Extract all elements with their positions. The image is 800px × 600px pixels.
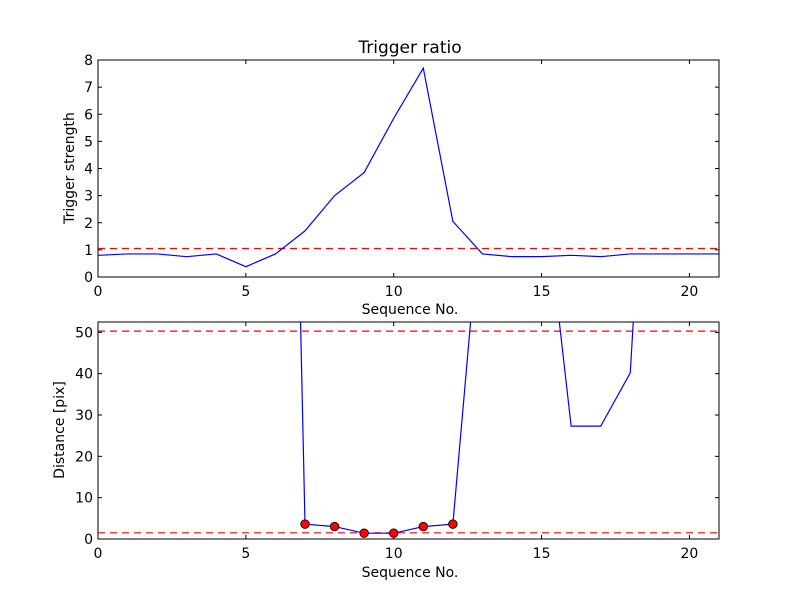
x-tick-label: 5	[241, 546, 250, 562]
x-axis-label: Sequence No.	[362, 565, 459, 581]
distance-chart: Sequence No. Distance [pix] 0 5 10 15 20 0 10 2…	[52, 321, 720, 581]
series-line	[558, 322, 634, 427]
x-tick-label: 15	[533, 284, 551, 300]
y-axis-label: Trigger strength	[62, 112, 78, 225]
x-tick-label: 5	[241, 284, 250, 300]
series-line	[98, 66, 719, 268]
data-point	[300, 519, 310, 529]
y-tick-label: 20	[75, 449, 93, 465]
y-tick-label: 0	[84, 532, 93, 548]
plot-area	[98, 322, 719, 538]
trigger-ratio-chart: Trigger ratio Sequence No. Trigger stren…	[62, 38, 720, 318]
y-tick-label: 5	[84, 134, 93, 150]
y-tick-label: 10	[75, 491, 93, 507]
data-point	[359, 528, 369, 538]
y-tick-label: 8	[84, 53, 93, 69]
plot-frame	[97, 321, 720, 540]
y-tick-label: 3	[84, 189, 93, 205]
y-axis-label: Distance [pix]	[52, 381, 68, 479]
y-tick-label: 2	[84, 216, 93, 232]
x-tick-label: 10	[385, 546, 403, 562]
plot-area	[98, 66, 719, 268]
x-tick-label: 20	[681, 284, 699, 300]
y-tick-label: 50	[75, 325, 93, 341]
series-line	[299, 322, 472, 534]
y-tick-label: 4	[84, 162, 93, 178]
x-tick-label: 15	[533, 546, 551, 562]
x-axis-label: Sequence No.	[362, 302, 459, 318]
x-tick-label: 0	[94, 546, 103, 562]
y-tick-label: 30	[75, 408, 93, 424]
y-tick-label: 40	[75, 367, 93, 383]
x-tick-label: 10	[385, 284, 403, 300]
x-tick-label: 20	[681, 546, 699, 562]
data-point	[329, 521, 340, 532]
data-point	[418, 521, 428, 532]
data-point	[448, 519, 458, 529]
y-tick-label: 6	[84, 107, 93, 123]
y-tick-label: 0	[84, 270, 93, 286]
y-tick-label: 7	[84, 80, 93, 96]
chart-title: Trigger ratio	[357, 38, 461, 58]
y-tick-label: 1	[84, 243, 93, 259]
x-tick-label: 0	[94, 284, 103, 300]
